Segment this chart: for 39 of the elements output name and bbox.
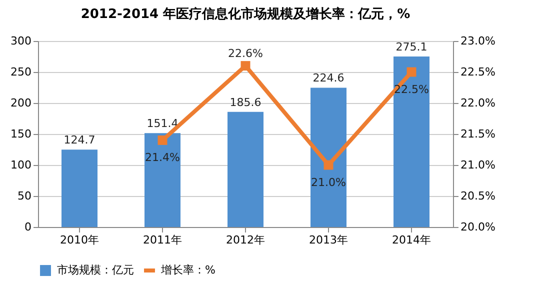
- y2-tick-label: 20.0%: [460, 220, 496, 234]
- data-label: 185.6: [230, 96, 262, 109]
- point: [406, 67, 416, 77]
- data-label: 21.4%: [145, 151, 180, 164]
- y2-tick-label: 21.0%: [460, 158, 496, 172]
- data-label: 275.1: [396, 40, 428, 54]
- y-tick-label: 100: [10, 158, 32, 172]
- x-tick-label: 2012年: [226, 234, 265, 246]
- y2-tick-label: 22.0%: [460, 96, 496, 110]
- bar: [228, 112, 264, 227]
- y-tick-label: 300: [10, 34, 32, 48]
- y-tick-label: 200: [10, 96, 32, 110]
- x-tick-label: 2010年: [60, 234, 99, 246]
- x-tick-label: 2011年: [143, 234, 182, 246]
- data-label: 224.6: [312, 72, 344, 85]
- data-label: 151.4: [146, 117, 178, 130]
- y-tick-label: 150: [10, 128, 32, 140]
- y2-tick-label: 23.0%: [460, 34, 496, 48]
- data-label: 22.6%: [228, 46, 263, 60]
- legend-label: 增长率：%: [160, 264, 216, 276]
- y2-tick-label: 21.5%: [460, 128, 496, 140]
- y-tick-label: 250: [10, 66, 32, 78]
- y2-tick-label: 22.5%: [460, 66, 496, 78]
- y-tick-label: 0: [24, 220, 32, 234]
- y2-tick-label: 20.5%: [460, 190, 496, 202]
- bar: [144, 133, 180, 227]
- data-label: 21.0%: [311, 176, 346, 189]
- data-label: 124.7: [64, 134, 96, 147]
- bar: [62, 150, 98, 227]
- point: [158, 135, 168, 145]
- x-tick-label: 2014年: [392, 234, 431, 246]
- point: [240, 61, 250, 71]
- legend-label: 市场规模：亿元: [57, 264, 134, 276]
- bar: [310, 88, 346, 227]
- chart-title: 2012-2014 年医疗信息化市场规模及增长率：亿元，%: [80, 6, 410, 22]
- bar: [394, 56, 430, 227]
- point: [324, 160, 334, 170]
- x-tick-label: 2013年: [309, 234, 348, 246]
- y-tick-label: 50: [18, 190, 32, 202]
